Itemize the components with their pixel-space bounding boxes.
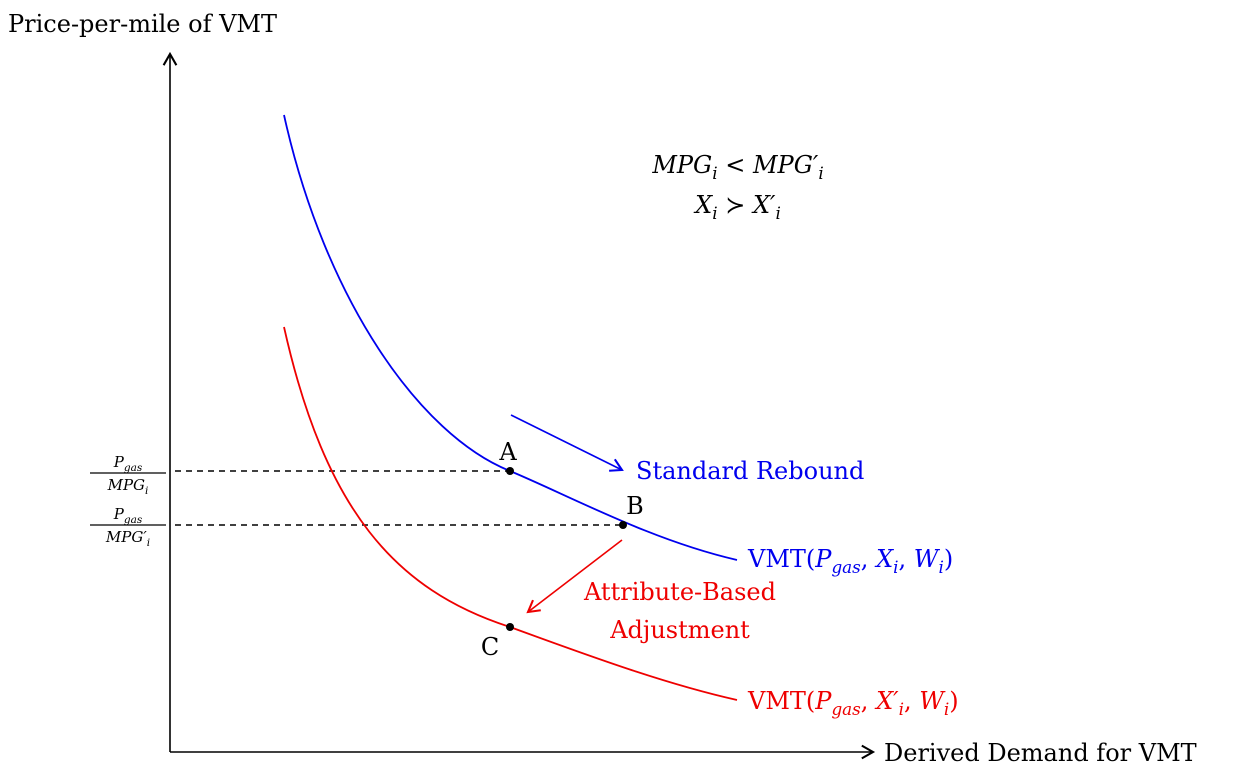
point: [506, 467, 514, 475]
math-part: MPG′: [105, 528, 147, 546]
rebound-arrow: [510, 414, 624, 472]
fraction-numerator: Pgas: [113, 453, 143, 474]
math-part: X: [874, 545, 894, 573]
curve-label: VMT(Pgas, X′i, Wi): [747, 687, 959, 719]
fraction-denominator: MPGi: [107, 476, 149, 497]
math-part: i: [893, 557, 898, 577]
math-part: i: [899, 699, 904, 719]
math-part: VMT(: [747, 545, 815, 573]
blue-curve: [283, 114, 738, 561]
math-part: ,: [899, 545, 914, 573]
fraction-denominator: MPG′i: [105, 528, 150, 549]
math-part: gas: [831, 699, 861, 719]
math-part: ,: [861, 687, 876, 715]
math-part: i: [145, 485, 148, 497]
math-part: <: [718, 151, 753, 179]
point-label: C: [481, 633, 499, 661]
math-part: W: [914, 545, 941, 573]
point-label: B: [626, 492, 644, 520]
math-part: i: [147, 537, 150, 549]
rebound-label: Standard Rebound: [636, 457, 864, 485]
math-part: VMT(: [747, 687, 815, 715]
math-part: gas: [124, 462, 143, 474]
condition: MPGi < MPG′i: [651, 151, 823, 183]
math-part: P: [113, 453, 125, 471]
fraction-numerator: Pgas: [113, 505, 143, 526]
math-part: ): [944, 545, 953, 573]
math-part: X′: [874, 687, 899, 715]
adjustment-label: Attribute-Based: [583, 578, 776, 606]
math-part: X: [693, 191, 713, 219]
math-part: i: [938, 557, 943, 577]
math-part: P: [814, 687, 832, 715]
math-part: i: [944, 699, 949, 719]
math-part: i: [712, 163, 717, 183]
math-part: gas: [124, 514, 143, 526]
math-part: MPG′: [752, 151, 819, 179]
math-part: i: [712, 203, 717, 223]
curve-label: VMT(Pgas, Xi, Wi): [747, 545, 953, 577]
x-axis-label: Derived Demand for VMT: [884, 739, 1197, 767]
math-part: MPG: [651, 151, 712, 179]
math-part: ,: [904, 687, 919, 715]
red-curve: [283, 326, 738, 701]
point-label: A: [498, 438, 517, 466]
adjustment-label: Adjustment: [609, 616, 750, 644]
math-part: MPG: [107, 476, 145, 494]
adjustment-arrow: [526, 539, 623, 614]
point: [619, 521, 627, 529]
math-part: W: [919, 687, 946, 715]
y-axis-label: Price-per-mile of VMT: [8, 10, 277, 38]
math-part: P: [113, 505, 125, 523]
point: [506, 623, 514, 631]
math-part: i: [818, 163, 823, 183]
math-part: ): [949, 687, 958, 715]
condition: Xi ≻ X′i: [693, 191, 781, 223]
math-part: i: [776, 203, 781, 223]
math-part: ≻: [718, 191, 753, 219]
math-part: ,: [861, 545, 876, 573]
math-part: X′: [751, 191, 776, 219]
math-part: P: [814, 545, 832, 573]
math-part: gas: [831, 557, 861, 577]
